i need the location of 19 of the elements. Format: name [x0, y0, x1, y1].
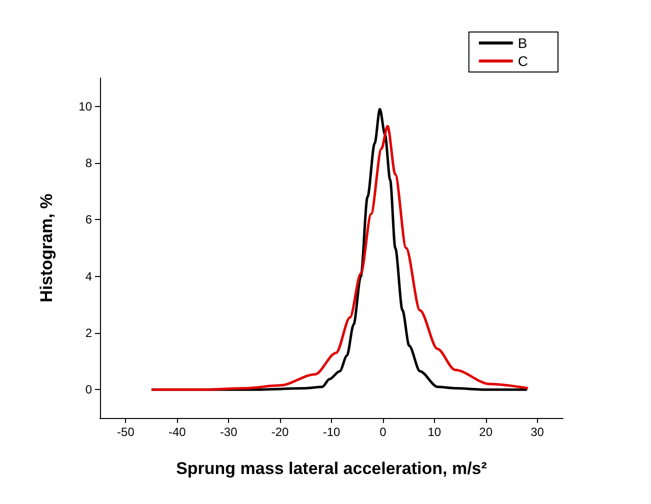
x-tick-label: 10 [428, 425, 442, 439]
x-tick-label: -40 [168, 425, 186, 439]
x-tick-label: 30 [530, 425, 544, 439]
legend-label: B [518, 35, 528, 51]
y-axis-title: Histogram, % [37, 194, 56, 302]
x-tick-label: -50 [117, 425, 135, 439]
y-tick-label: 4 [85, 269, 92, 284]
legend-label: C [518, 53, 528, 69]
y-tick-label: 6 [85, 212, 92, 227]
x-tick-label: -20 [271, 425, 290, 439]
y-tick-label: 8 [85, 156, 92, 170]
x-tick-label: -30 [220, 425, 238, 439]
y-tick-label: 2 [85, 326, 92, 340]
x-tick-label: 20 [479, 425, 493, 439]
x-tick-label: 0 [380, 425, 387, 439]
x-axis-title: Sprung mass lateral acceleration, m/s² [176, 459, 488, 478]
y-tick-label: 0 [85, 382, 92, 397]
y-tick-label: 10 [78, 99, 92, 114]
x-tick-label: -10 [322, 425, 340, 439]
